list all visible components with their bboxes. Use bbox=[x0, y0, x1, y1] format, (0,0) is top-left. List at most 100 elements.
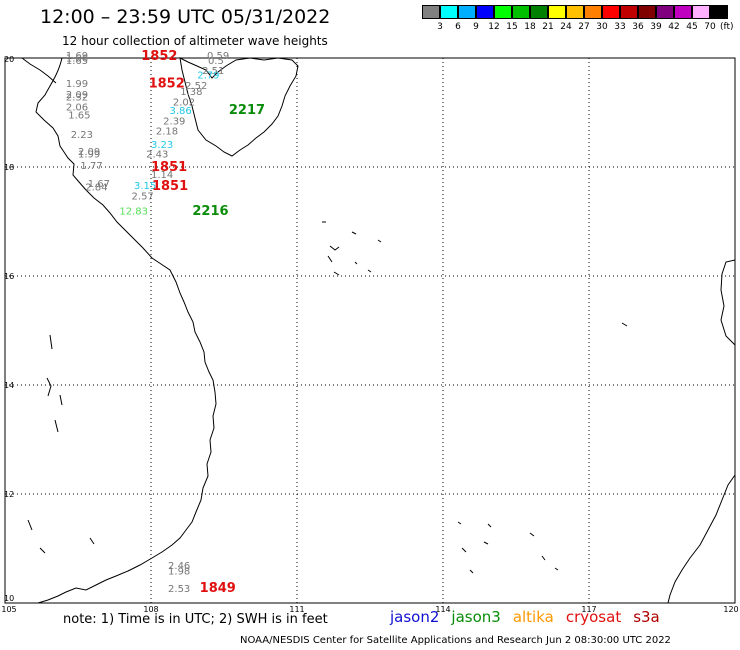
scale-label: 21 bbox=[542, 22, 554, 32]
wave-height-value: 2.46 bbox=[168, 561, 190, 572]
scale-label: 24 bbox=[560, 22, 572, 32]
scale-swatch bbox=[476, 5, 494, 19]
footnote: note: 1) Time is in UTC; 2) SWH is in fe… bbox=[63, 612, 328, 627]
lon-tick-label: 120 bbox=[723, 605, 738, 614]
satellite-legend-entry: jason3 bbox=[451, 608, 501, 626]
wave-height-value: 3.86 bbox=[169, 106, 191, 117]
lat-tick-label: 20 bbox=[4, 55, 14, 64]
wave-height-value: 1.65 bbox=[68, 110, 90, 121]
scale-unit-label: (ft) bbox=[720, 22, 734, 32]
scale-swatch bbox=[566, 5, 584, 19]
wave-height-value: 1.67 bbox=[88, 179, 110, 190]
lon-tick-label: 117 bbox=[581, 605, 596, 614]
lon-tick-label: 114 bbox=[435, 605, 450, 614]
scale-swatch bbox=[602, 5, 620, 19]
wave-height-value: 2.23 bbox=[71, 130, 93, 141]
scale-label: 30 bbox=[596, 22, 608, 32]
lat-lon-grid: 105 108 111 114 117 120 20 18 16 14 12 10 bbox=[1, 55, 738, 614]
scale-swatch bbox=[494, 5, 512, 19]
wave-height-value: 2.09 bbox=[66, 90, 88, 101]
scale-label: 12 bbox=[488, 22, 500, 32]
lat-tick-label: 18 bbox=[4, 163, 14, 172]
pass-time-label: 2216 bbox=[192, 204, 228, 219]
wave-height-value: 3.23 bbox=[151, 140, 173, 151]
lat-tick-label: 16 bbox=[4, 272, 14, 281]
wave-height-value: 2.06 bbox=[66, 102, 88, 113]
scale-label: 42 bbox=[668, 22, 680, 32]
satellite-legend-entry: jason2 bbox=[390, 608, 440, 626]
wave-height-value: 2.02 bbox=[173, 97, 195, 108]
wave-height-value: 1.65 bbox=[66, 56, 88, 67]
wave-height-value: 2.09 bbox=[78, 147, 100, 158]
coastline bbox=[21, 57, 736, 604]
scale-swatch bbox=[458, 5, 476, 19]
scale-swatch bbox=[422, 5, 440, 19]
scale-swatch bbox=[710, 5, 728, 19]
wave-height-value: 2.18 bbox=[156, 126, 178, 137]
wave-height-value: 2.53 bbox=[168, 584, 190, 595]
southern-islands bbox=[457, 322, 628, 574]
wave-height-value: 2.43 bbox=[146, 150, 168, 161]
wave-height-value: 1.38 bbox=[180, 87, 202, 98]
scale-label: 15 bbox=[506, 22, 518, 32]
lat-tick-label: 14 bbox=[4, 381, 14, 390]
wave-height-value: 1.66 bbox=[66, 53, 88, 64]
wave-height-value: 0.5 bbox=[208, 56, 224, 67]
wave-height-value: 1.99 bbox=[78, 150, 100, 161]
wave-height-value: 2.32 bbox=[66, 93, 88, 104]
map-subtitle: 12 hour collection of altimeter wave hei… bbox=[62, 34, 328, 48]
pass-time-labels: 1852 1852 2217 1851 1851 2216 1849 bbox=[141, 49, 265, 596]
wave-height-value: 3.15 bbox=[134, 181, 156, 192]
scale-swatch bbox=[530, 5, 548, 19]
wave-height-value: 1.98 bbox=[168, 567, 190, 578]
scale-label: 39 bbox=[650, 22, 662, 32]
scale-label: 18 bbox=[524, 22, 536, 32]
pass-time-label: 1851 bbox=[151, 160, 187, 175]
credit-line: NOAA/NESDIS Center for Satellite Applica… bbox=[240, 635, 671, 646]
scale-swatch bbox=[512, 5, 530, 19]
scale-swatch bbox=[656, 5, 674, 19]
wave-height-value: 2.79 bbox=[197, 71, 219, 82]
philippines-coastline bbox=[720, 259, 736, 346]
lat-tick-label: 12 bbox=[4, 490, 14, 499]
wave-height-value: 2.52 bbox=[185, 81, 207, 92]
scale-label: 3 bbox=[437, 22, 443, 32]
satellite-legend-entry: s3a bbox=[633, 608, 660, 626]
wave-height-value: 1.14 bbox=[151, 170, 173, 181]
gulf-thailand-coast bbox=[27, 334, 95, 554]
wave-height-value: 2.39 bbox=[163, 116, 185, 127]
scale-swatch bbox=[638, 5, 656, 19]
scale-swatch bbox=[620, 5, 638, 19]
satellite-legend: jason2 jason3 altika cryosat s3a bbox=[390, 608, 672, 626]
wave-height-value: 1.69 bbox=[66, 51, 88, 62]
wave-height-value: 2.57 bbox=[132, 192, 154, 203]
palawan-coastline bbox=[667, 474, 736, 604]
wave-height-value: 12.83 bbox=[119, 206, 148, 217]
map-title: 12:00 – 23:59 UTC 05/31/2022 bbox=[40, 6, 331, 28]
pass-time-label: 1852 bbox=[149, 76, 185, 91]
vietnam-coastline bbox=[35, 57, 217, 604]
scale-swatch bbox=[440, 5, 458, 19]
wave-height-value: 0.59 bbox=[207, 51, 229, 62]
scale-label: 9 bbox=[473, 22, 479, 32]
lon-tick-label: 111 bbox=[289, 605, 304, 614]
scale-label: 36 bbox=[632, 22, 644, 32]
scale-label: 6 bbox=[455, 22, 461, 32]
scale-label: 33 bbox=[614, 22, 626, 32]
scale-label: 27 bbox=[578, 22, 590, 32]
pass-time-label: 1851 bbox=[152, 179, 188, 194]
scale-swatch bbox=[548, 5, 566, 19]
satellite-legend-entry: cryosat bbox=[565, 608, 622, 626]
scale-swatch bbox=[674, 5, 692, 19]
pass-time-label: 1852 bbox=[141, 49, 177, 64]
paracel-islands bbox=[322, 221, 382, 276]
scale-swatch bbox=[584, 5, 602, 19]
pass-time-label: 2217 bbox=[229, 103, 265, 118]
wave-height-value: 2.51 bbox=[202, 66, 224, 77]
hainan-coastline bbox=[179, 57, 299, 157]
scale-swatch bbox=[692, 5, 710, 19]
wave-height-labels: 1.691.661.65 0.590.52.512.791.99 2.521.382… bbox=[66, 51, 229, 595]
wave-height-value: 1.77 bbox=[80, 161, 102, 172]
red-river-coast bbox=[21, 57, 57, 84]
